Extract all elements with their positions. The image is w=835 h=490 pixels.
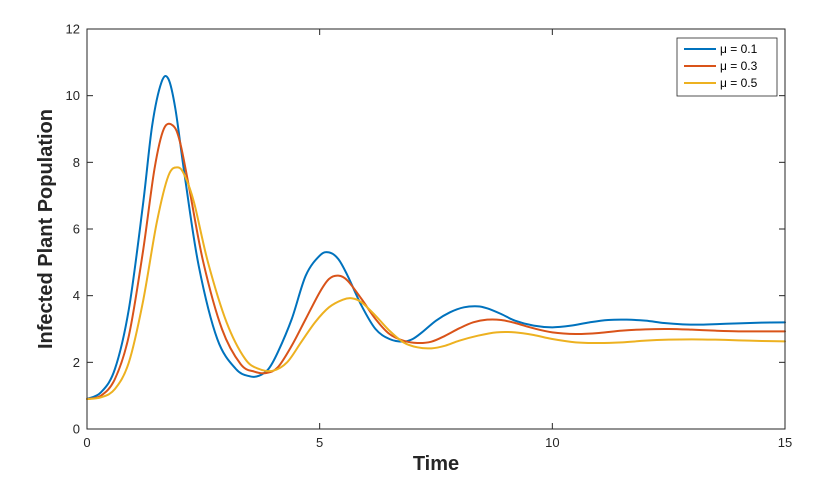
plot-background xyxy=(87,29,785,429)
legend-label-1: μ = 0.1 xyxy=(720,42,758,56)
x-tick-label: 5 xyxy=(316,435,323,450)
x-tick-label: 10 xyxy=(545,435,559,450)
x-axis-label: Time xyxy=(413,453,459,475)
y-tick-label: 4 xyxy=(73,288,80,303)
series-layer xyxy=(86,75,786,400)
legend-label-2: μ = 0.3 xyxy=(720,59,758,73)
y-tick-label: 10 xyxy=(66,88,80,103)
legend: μ = 0.1 μ = 0.3 μ = 0.5 xyxy=(676,37,778,97)
series-line-2 xyxy=(86,122,786,400)
x-tick-label: 0 xyxy=(83,435,90,450)
series-line-3 xyxy=(86,166,786,400)
series-line-1 xyxy=(86,75,786,400)
y-tick-label: 8 xyxy=(73,155,80,170)
y-tick-label: 2 xyxy=(73,355,80,370)
y-tick-label: 6 xyxy=(73,222,80,237)
y-axis-label: Infected Plant Population xyxy=(35,109,57,349)
y-tick-label: 12 xyxy=(66,22,80,37)
y-tick-label: 0 xyxy=(73,422,80,437)
axes-ticks: 0 5 10 15 0 2 4 6 8 10 12 xyxy=(66,22,793,451)
legend-label-3: μ = 0.5 xyxy=(720,76,758,90)
x-tick-label: 15 xyxy=(778,435,792,450)
